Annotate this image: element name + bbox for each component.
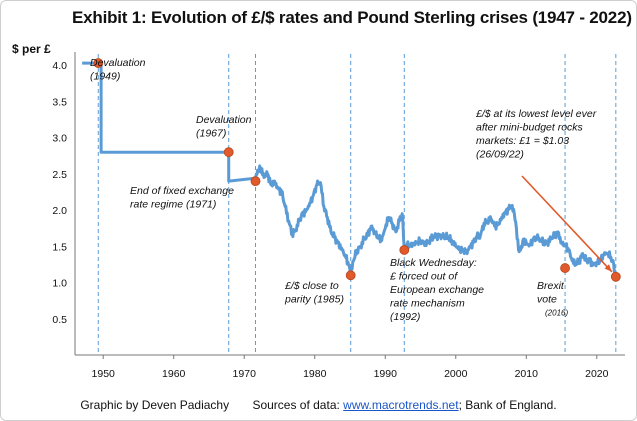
event-label-line: (1949) (90, 71, 120, 83)
x-tick-label: 1960 (162, 368, 186, 380)
event-label: £/$ at its lowest level ever after mini-b… (475, 108, 597, 161)
y-tick-label: 3.5 (52, 96, 67, 108)
y-tick-label: 2.5 (52, 169, 67, 181)
footer-sources-prefix: Sources of data: (252, 398, 340, 412)
event-label-line: £/$ at its lowest level ever (475, 108, 597, 120)
x-tick-label: 1980 (303, 368, 327, 380)
x-tick-label: 1950 (92, 368, 116, 380)
event-label-line: after mini-budget rocks (476, 122, 584, 134)
event-label-line: parity (1985) (284, 294, 344, 306)
event-label-line: Devaluation (196, 114, 252, 126)
event-marker (560, 263, 570, 273)
x-tick-label: 1990 (374, 368, 398, 380)
event-label-extra: (2016) (545, 309, 568, 318)
event-guidelines (97, 54, 617, 355)
event-label-line: Devaluation (90, 57, 146, 69)
source-link[interactable]: www.macrotrends.net (343, 398, 459, 412)
x-tick-label: 1970 (233, 368, 257, 380)
annotation-arrow (521, 175, 613, 273)
event-label-line: Brexit (537, 280, 565, 292)
axes: 0.5 1.0 1.5 2.0 2.5 3.0 3.5 4.0 1950 1960 1970 1980… (52, 52, 625, 380)
event-label-line: vote (537, 294, 557, 306)
event-labels: Devaluation (1949) Devaluation (1967) End of… (90, 57, 597, 323)
x-tick-label: 2020 (585, 368, 609, 380)
y-tick-label: 3.0 (52, 133, 67, 145)
y-tick-label: 0.5 (52, 314, 67, 326)
series-layer (82, 61, 618, 277)
event-label-line: markets: £1 = $1.03 (476, 135, 569, 147)
y-axis-label: $ per £ (12, 42, 51, 56)
event-markers (93, 58, 621, 282)
event-label-line: rate regime (1971) (130, 199, 216, 211)
footer: Graphic by Deven Padiachy Sources of dat… (0, 398, 637, 412)
x-tick-label: 2010 (515, 368, 539, 380)
event-label: Devaluation (1967) (196, 114, 252, 140)
event-marker (399, 245, 410, 255)
event-marker (93, 58, 104, 68)
y-tick-label: 1.0 (52, 278, 67, 290)
x-tick-label: 2000 (444, 368, 468, 380)
annotation-arrow-layer (521, 175, 613, 273)
annotation-arrowhead (604, 264, 612, 272)
footer-credit: Graphic by Deven Padiachy (80, 398, 230, 412)
event-label-line: End of fixed exchange (130, 185, 234, 197)
event-marker (223, 147, 234, 158)
event-marker (250, 176, 261, 187)
event-label-line: rate mechanism (390, 298, 465, 310)
event-label-line: (1967) (196, 128, 226, 140)
y-tick-label: 1.5 (52, 241, 67, 253)
exchange-rate-line (82, 61, 618, 277)
event-label: Brexit vote (2016) (537, 280, 568, 318)
event-marker (610, 271, 621, 282)
event-label-line: (1992) (390, 311, 420, 323)
y-tick-label: 4.0 (52, 60, 67, 72)
event-marker (345, 270, 356, 281)
footer-sources-suffix: ; Bank of England. (458, 398, 557, 412)
event-label-line: European exchange (390, 284, 484, 296)
event-label-line: £/$ close to (284, 280, 339, 292)
event-label: End of fixed exchange rate regime (1971) (130, 185, 234, 211)
event-label-line: (26/09/22) (476, 149, 524, 161)
event-label: Devaluation (1949) (90, 57, 146, 83)
event-label: Black Wednesday: £ forced out of European … (389, 257, 484, 323)
event-label-line: Black Wednesday: (390, 257, 477, 269)
event-label: £/$ close to parity (1985) (284, 280, 344, 306)
event-label-line: £ forced out of (389, 271, 458, 283)
y-tick-label: 2.0 (52, 205, 67, 217)
chart-title: Exhibit 1: Evolution of £/$ rates and Po… (72, 8, 632, 27)
